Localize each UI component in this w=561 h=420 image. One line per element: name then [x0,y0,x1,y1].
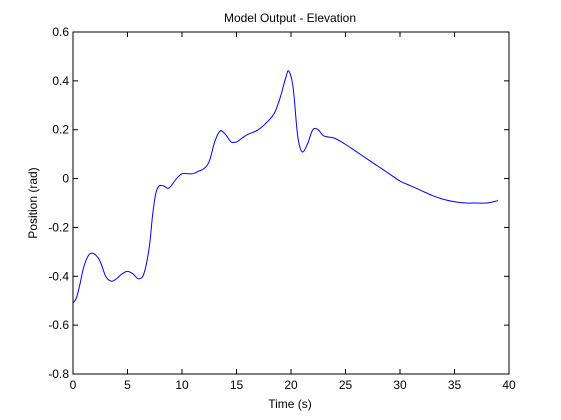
plot-area [72,31,510,375]
x-tick-label: 30 [393,378,407,392]
x-tick-label: 5 [124,378,131,392]
y-tick-label: -0.6 [48,318,69,332]
chart-title: Model Output - Elevation [224,11,356,25]
y-tick-label: 0 [62,172,69,186]
y-tick-label: -0.8 [48,367,69,381]
x-axis-label: Time (s) [268,397,312,411]
x-tick-label: 20 [284,378,298,392]
x-tick-label: 35 [448,378,462,392]
y-tick-label: -0.4 [48,269,69,283]
x-tick-label: 15 [230,378,244,392]
y-tick-label: -0.2 [48,220,69,234]
y-tick-label: 0.4 [52,74,69,88]
y-tick-label: 0.2 [52,123,69,137]
y-axis: -0.8 -0.6 -0.4 -0.2 0 0.2 0.4 0.6 [48,25,509,381]
series-line [72,70,499,304]
x-tick-label: 25 [339,378,353,392]
y-tick-label: 0.6 [52,25,69,39]
x-tick-label: 40 [502,378,516,392]
y-axis-label: Position (rad) [26,167,40,238]
x-tick-label: 0 [70,378,77,392]
plot-frame [72,31,510,375]
x-axis: 0 5 10 15 20 25 30 35 40 [70,32,516,392]
x-tick-label: 10 [175,378,189,392]
